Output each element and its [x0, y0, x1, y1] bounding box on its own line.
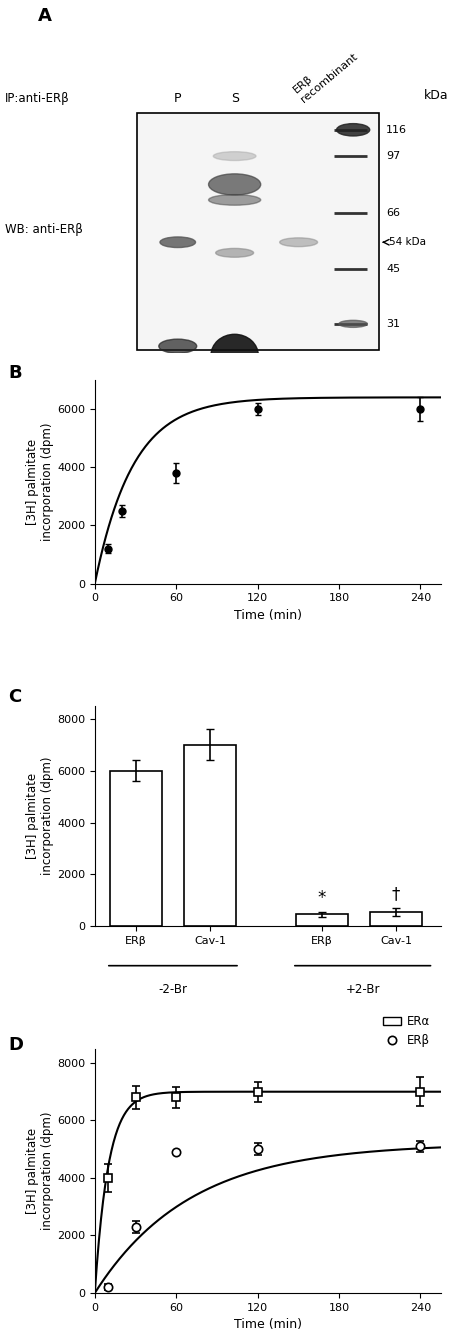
Ellipse shape [339, 320, 367, 328]
Text: 45: 45 [386, 264, 401, 275]
Ellipse shape [280, 237, 318, 247]
Bar [184, 745, 236, 926]
Y-axis label: [3H] palmitate
incorporation (dpm): [3H] palmitate incorporation (dpm) [26, 757, 54, 876]
Bar [137, 113, 379, 349]
Text: D: D [9, 1036, 23, 1054]
Text: B: B [9, 364, 22, 381]
Ellipse shape [213, 152, 256, 160]
Ellipse shape [209, 173, 261, 195]
Text: 66: 66 [386, 208, 401, 217]
Text: P: P [174, 92, 182, 105]
Legend: ERα, ERβ: ERα, ERβ [379, 1010, 435, 1052]
Ellipse shape [337, 124, 370, 136]
Ellipse shape [209, 195, 261, 205]
Text: 97: 97 [386, 151, 401, 161]
Text: WB: anti-ERβ: WB: anti-ERβ [5, 223, 82, 236]
Text: A: A [38, 7, 52, 25]
X-axis label: Time (min): Time (min) [234, 1318, 302, 1332]
Text: -2-Br: -2-Br [158, 984, 187, 996]
Text: C: C [9, 688, 21, 706]
Ellipse shape [159, 339, 197, 353]
Y-axis label: [3H] palmitate
incorporation (dpm): [3H] palmitate incorporation (dpm) [26, 423, 54, 541]
Text: 54 kDa: 54 kDa [389, 237, 426, 247]
Ellipse shape [216, 248, 254, 257]
Bar [370, 912, 422, 926]
Text: +2-Br: +2-Br [346, 984, 380, 996]
Y-axis label: [3H] palmitate
incorporation (dpm): [3H] palmitate incorporation (dpm) [26, 1112, 54, 1230]
Text: †: † [392, 885, 401, 902]
Text: ERβ
recombinant: ERβ recombinant [292, 43, 359, 104]
Bar [109, 770, 162, 926]
Text: 31: 31 [386, 319, 401, 329]
Text: *: * [318, 889, 326, 908]
Text: kDa: kDa [424, 89, 449, 101]
Text: S: S [231, 92, 238, 105]
Ellipse shape [211, 335, 258, 377]
Text: 116: 116 [386, 125, 407, 135]
X-axis label: Time (min): Time (min) [234, 609, 302, 623]
Ellipse shape [160, 237, 195, 248]
Bar [296, 914, 348, 926]
Text: IP:anti-ERβ: IP:anti-ERβ [5, 92, 70, 105]
